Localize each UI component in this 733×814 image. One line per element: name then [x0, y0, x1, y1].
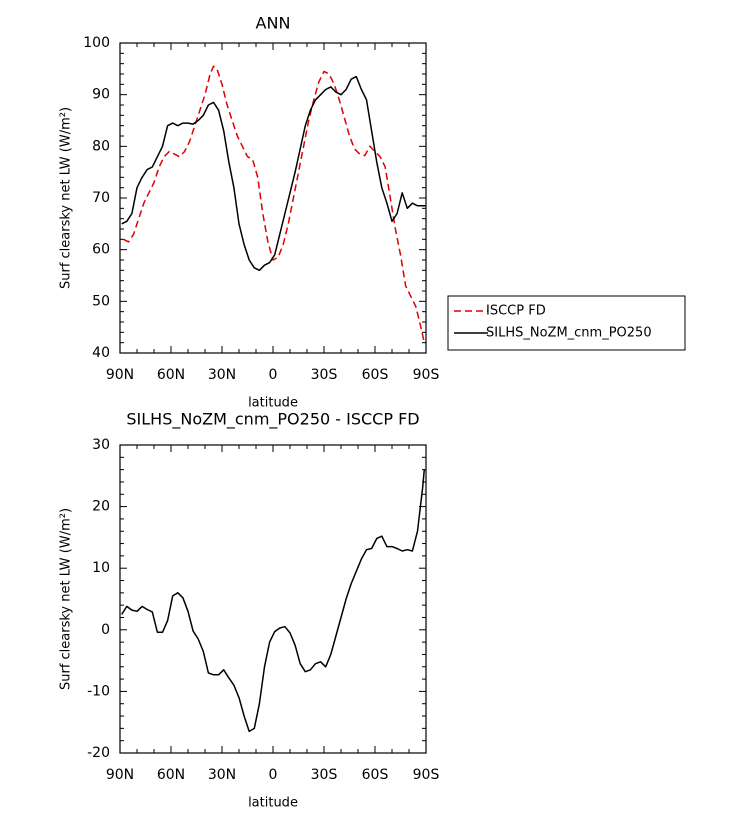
series-line-0-0	[123, 65, 426, 343]
plot-frame-0	[119, 42, 427, 354]
series-line-1-0	[121, 469, 426, 733]
chart-title-0: ANN	[256, 14, 291, 33]
x-tick-label-1: 0	[269, 767, 278, 783]
x-tick-label-0: 60N	[157, 367, 185, 383]
y-tick-label-1: 20	[92, 499, 110, 515]
y-tick-label-1: -20	[87, 745, 110, 761]
y-axis-label-0: Surf clearsky net LW (W/m²)	[59, 107, 74, 289]
series-line-0-1	[121, 75, 426, 272]
legend-label-1: SILHS_NoZM_cnm_PO250	[486, 326, 652, 341]
legend-box	[447, 295, 686, 351]
y-tick-label-0: 80	[92, 138, 110, 154]
x-axis-label-1: latitude	[248, 796, 298, 810]
y-tick-label-0: 100	[83, 35, 110, 51]
y-tick-label-0: 40	[92, 345, 110, 361]
y-tick-label-1: 0	[101, 622, 110, 638]
x-tick-label-0: 30N	[208, 367, 236, 383]
y-tick-label-1: 30	[92, 437, 110, 453]
x-tick-label-0: 0	[269, 367, 278, 383]
x-tick-label-1: 60N	[157, 767, 185, 783]
x-tick-label-0: 60S	[362, 367, 389, 383]
y-tick-label-1: -10	[87, 683, 110, 699]
y-tick-label-0: 60	[92, 242, 110, 258]
x-tick-label-0: 30S	[311, 367, 338, 383]
y-tick-label-0: 70	[92, 190, 110, 206]
legend-label-0: ISCCP FD	[486, 304, 546, 319]
plot-frame-1	[119, 444, 427, 754]
x-tick-label-1: 30N	[208, 767, 236, 783]
chart-title-1: SILHS_NoZM_cnm_PO250 - ISCCP FD	[126, 410, 419, 430]
x-axis-label-0: latitude	[248, 396, 298, 411]
x-tick-label-1: 90N	[106, 767, 134, 783]
x-tick-label-0: 90N	[106, 367, 134, 383]
x-tick-label-1: 90S	[413, 767, 440, 783]
x-tick-label-0: 90S	[413, 367, 440, 383]
y-tick-label-1: 10	[92, 560, 110, 576]
x-tick-label-1: 30S	[311, 767, 338, 783]
y-tick-label-0: 90	[92, 87, 110, 103]
x-tick-label-1: 60S	[362, 767, 389, 783]
y-axis-label-1: Surf clearsky net LW (W/m²)	[59, 508, 74, 690]
y-tick-label-0: 50	[92, 293, 110, 309]
